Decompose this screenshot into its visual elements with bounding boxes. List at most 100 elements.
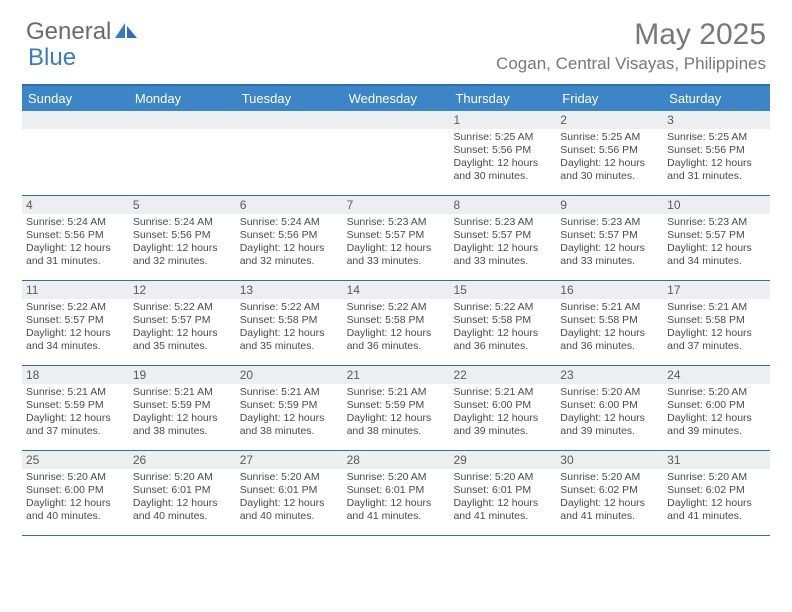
day-number: 18: [22, 366, 129, 384]
month-title: May 2025: [496, 18, 766, 52]
day-details: Sunrise: 5:21 AMSunset: 5:59 PMDaylight:…: [22, 384, 129, 443]
daylight-line: Daylight: 12 hours and 37 minutes.: [26, 412, 125, 438]
day-details: Sunrise: 5:21 AMSunset: 5:58 PMDaylight:…: [663, 299, 770, 358]
day-number: 15: [449, 281, 556, 299]
day-cell: [236, 111, 343, 195]
brand-part1: General: [26, 18, 111, 46]
day-number: [236, 111, 343, 129]
day-cell: 1Sunrise: 5:25 AMSunset: 5:56 PMDaylight…: [449, 111, 556, 195]
day-details: Sunrise: 5:23 AMSunset: 5:57 PMDaylight:…: [343, 214, 450, 273]
day-cell: 14Sunrise: 5:22 AMSunset: 5:58 PMDayligh…: [343, 281, 450, 365]
sunrise-line: Sunrise: 5:22 AM: [133, 301, 232, 314]
sunrise-line: Sunrise: 5:20 AM: [133, 471, 232, 484]
day-cell: 19Sunrise: 5:21 AMSunset: 5:59 PMDayligh…: [129, 366, 236, 450]
day-cell: 25Sunrise: 5:20 AMSunset: 6:00 PMDayligh…: [22, 451, 129, 535]
weeks-container: 1Sunrise: 5:25 AMSunset: 5:56 PMDaylight…: [22, 111, 770, 536]
week-row: 1Sunrise: 5:25 AMSunset: 5:56 PMDaylight…: [22, 111, 770, 196]
day-number: 2: [556, 111, 663, 129]
week-row: 11Sunrise: 5:22 AMSunset: 5:57 PMDayligh…: [22, 281, 770, 366]
day-cell: 5Sunrise: 5:24 AMSunset: 5:56 PMDaylight…: [129, 196, 236, 280]
sunrise-line: Sunrise: 5:20 AM: [667, 386, 766, 399]
day-number: 19: [129, 366, 236, 384]
sunrise-line: Sunrise: 5:20 AM: [667, 471, 766, 484]
sunrise-line: Sunrise: 5:23 AM: [347, 216, 446, 229]
day-details: Sunrise: 5:22 AMSunset: 5:57 PMDaylight:…: [129, 299, 236, 358]
daylight-line: Daylight: 12 hours and 30 minutes.: [560, 157, 659, 183]
day-cell: [343, 111, 450, 195]
week-row: 25Sunrise: 5:20 AMSunset: 6:00 PMDayligh…: [22, 451, 770, 536]
day-number: 16: [556, 281, 663, 299]
day-details: Sunrise: 5:23 AMSunset: 5:57 PMDaylight:…: [556, 214, 663, 273]
day-details: Sunrise: 5:20 AMSunset: 6:00 PMDaylight:…: [663, 384, 770, 443]
daylight-line: Daylight: 12 hours and 37 minutes.: [667, 327, 766, 353]
sunset-line: Sunset: 5:56 PM: [453, 144, 552, 157]
daylight-line: Daylight: 12 hours and 41 minutes.: [453, 497, 552, 523]
sunset-line: Sunset: 5:57 PM: [26, 314, 125, 327]
daylight-line: Daylight: 12 hours and 40 minutes.: [133, 497, 232, 523]
daylight-line: Daylight: 12 hours and 36 minutes.: [560, 327, 659, 353]
day-number: 22: [449, 366, 556, 384]
sunrise-line: Sunrise: 5:23 AM: [453, 216, 552, 229]
day-details: Sunrise: 5:21 AMSunset: 5:59 PMDaylight:…: [129, 384, 236, 443]
day-cell: 16Sunrise: 5:21 AMSunset: 5:58 PMDayligh…: [556, 281, 663, 365]
sunset-line: Sunset: 6:00 PM: [560, 399, 659, 412]
sunrise-line: Sunrise: 5:20 AM: [453, 471, 552, 484]
daylight-line: Daylight: 12 hours and 33 minutes.: [560, 242, 659, 268]
day-cell: 8Sunrise: 5:23 AMSunset: 5:57 PMDaylight…: [449, 196, 556, 280]
sunrise-line: Sunrise: 5:21 AM: [667, 301, 766, 314]
daylight-line: Daylight: 12 hours and 33 minutes.: [453, 242, 552, 268]
daylight-line: Daylight: 12 hours and 32 minutes.: [133, 242, 232, 268]
sunrise-line: Sunrise: 5:22 AM: [453, 301, 552, 314]
sunset-line: Sunset: 5:57 PM: [133, 314, 232, 327]
day-details: Sunrise: 5:21 AMSunset: 5:58 PMDaylight:…: [556, 299, 663, 358]
page-header: General Blue May 2025 Cogan, Central Vis…: [0, 0, 792, 78]
sunset-line: Sunset: 6:01 PM: [453, 484, 552, 497]
day-cell: 13Sunrise: 5:22 AMSunset: 5:58 PMDayligh…: [236, 281, 343, 365]
daylight-line: Daylight: 12 hours and 38 minutes.: [347, 412, 446, 438]
day-details: Sunrise: 5:21 AMSunset: 6:00 PMDaylight:…: [449, 384, 556, 443]
day-number: 17: [663, 281, 770, 299]
day-cell: 6Sunrise: 5:24 AMSunset: 5:56 PMDaylight…: [236, 196, 343, 280]
sunrise-line: Sunrise: 5:21 AM: [133, 386, 232, 399]
sunrise-line: Sunrise: 5:24 AM: [26, 216, 125, 229]
day-details: Sunrise: 5:23 AMSunset: 5:57 PMDaylight:…: [663, 214, 770, 273]
sunrise-line: Sunrise: 5:20 AM: [560, 386, 659, 399]
day-number: 3: [663, 111, 770, 129]
daylight-line: Daylight: 12 hours and 39 minutes.: [667, 412, 766, 438]
daylight-line: Daylight: 12 hours and 40 minutes.: [240, 497, 339, 523]
calendar-grid: SundayMondayTuesdayWednesdayThursdayFrid…: [22, 84, 770, 536]
sunset-line: Sunset: 6:00 PM: [453, 399, 552, 412]
daylight-line: Daylight: 12 hours and 30 minutes.: [453, 157, 552, 183]
day-cell: 29Sunrise: 5:20 AMSunset: 6:01 PMDayligh…: [449, 451, 556, 535]
day-details: Sunrise: 5:24 AMSunset: 5:56 PMDaylight:…: [22, 214, 129, 273]
day-number: 27: [236, 451, 343, 469]
day-number: 14: [343, 281, 450, 299]
sunset-line: Sunset: 5:59 PM: [26, 399, 125, 412]
day-details: Sunrise: 5:21 AMSunset: 5:59 PMDaylight:…: [343, 384, 450, 443]
brand-part2: Blue: [28, 44, 76, 72]
location-text: Cogan, Central Visayas, Philippines: [496, 54, 766, 74]
day-cell: 22Sunrise: 5:21 AMSunset: 6:00 PMDayligh…: [449, 366, 556, 450]
sunset-line: Sunset: 5:58 PM: [347, 314, 446, 327]
day-cell: [22, 111, 129, 195]
day-details: Sunrise: 5:20 AMSunset: 6:01 PMDaylight:…: [343, 469, 450, 528]
day-details: Sunrise: 5:25 AMSunset: 5:56 PMDaylight:…: [663, 129, 770, 188]
sunset-line: Sunset: 5:59 PM: [347, 399, 446, 412]
day-cell: 17Sunrise: 5:21 AMSunset: 5:58 PMDayligh…: [663, 281, 770, 365]
daylight-line: Daylight: 12 hours and 39 minutes.: [560, 412, 659, 438]
daylight-line: Daylight: 12 hours and 31 minutes.: [26, 242, 125, 268]
sunrise-line: Sunrise: 5:22 AM: [26, 301, 125, 314]
day-details: Sunrise: 5:22 AMSunset: 5:58 PMDaylight:…: [343, 299, 450, 358]
daylight-line: Daylight: 12 hours and 35 minutes.: [133, 327, 232, 353]
sunrise-line: Sunrise: 5:23 AM: [560, 216, 659, 229]
daylight-line: Daylight: 12 hours and 41 minutes.: [667, 497, 766, 523]
daylight-line: Daylight: 12 hours and 35 minutes.: [240, 327, 339, 353]
day-cell: 15Sunrise: 5:22 AMSunset: 5:58 PMDayligh…: [449, 281, 556, 365]
day-number: 31: [663, 451, 770, 469]
sunrise-line: Sunrise: 5:21 AM: [26, 386, 125, 399]
day-cell: 30Sunrise: 5:20 AMSunset: 6:02 PMDayligh…: [556, 451, 663, 535]
day-cell: 28Sunrise: 5:20 AMSunset: 6:01 PMDayligh…: [343, 451, 450, 535]
sunrise-line: Sunrise: 5:21 AM: [560, 301, 659, 314]
sunrise-line: Sunrise: 5:21 AM: [240, 386, 339, 399]
day-number: 9: [556, 196, 663, 214]
